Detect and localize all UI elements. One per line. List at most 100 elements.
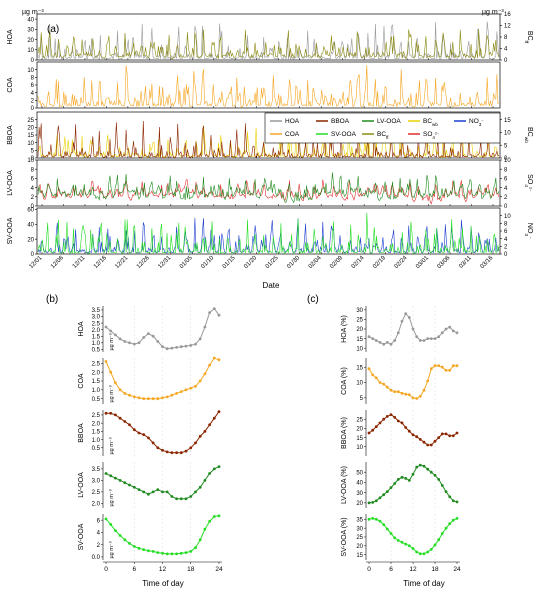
point-lv-ooa [415, 465, 419, 469]
y-tick-label: 15 [356, 436, 363, 442]
series-so4 [37, 179, 500, 205]
point-bboa [212, 416, 216, 420]
point-coa [371, 373, 375, 377]
date-tick-label: 01/05 [179, 255, 194, 270]
point-lv-ooa [367, 501, 371, 505]
point-lv-ooa [426, 467, 430, 471]
x-tick-label: 12 [409, 566, 417, 573]
point-sv-ooa [142, 548, 146, 551]
y-tick-label: 0.5 [92, 348, 101, 354]
left-tick-label: 10 [27, 158, 34, 164]
point-sv-ooa [161, 551, 164, 555]
point-sv-ooa [156, 551, 160, 554]
point-hoa [385, 341, 389, 344]
y-tick-label: 2.5 [92, 490, 101, 496]
point-bboa [151, 441, 155, 445]
y-tick-label: 25 [356, 417, 363, 423]
date-tick-label: 02/09 [329, 255, 344, 270]
y-tick-label: 2.0 [92, 328, 101, 334]
point-sv-ooa [422, 552, 426, 556]
point-hoa [393, 339, 397, 342]
point-hoa [179, 345, 183, 349]
date-tick-label: 03/01 [415, 255, 430, 270]
point-bboa [109, 411, 113, 415]
point-sv-ooa [429, 548, 433, 551]
point-bboa [175, 451, 179, 455]
point-sv-ooa [448, 522, 452, 526]
point-hoa [132, 342, 136, 346]
point-hoa [455, 331, 459, 335]
left-tick-label: 6 [31, 83, 35, 89]
point-hoa [175, 346, 179, 349]
left-tick-label: 2 [31, 99, 35, 105]
left-tick-label: 10 [27, 48, 34, 54]
diurnal-coa: 0.5 1.0 1.5 2.0 2.5 COA µg m⁻³ [78, 356, 221, 404]
point-hoa [212, 307, 216, 310]
point-coa [189, 386, 193, 390]
right-tick-label: 6 [504, 177, 508, 183]
left-tick-label: 40 [27, 223, 34, 229]
right-tick-label: 0 [504, 204, 508, 210]
point-coa [378, 381, 382, 384]
y-tick-label: 40 [356, 481, 363, 487]
point-lv-ooa [104, 472, 108, 475]
point-sv-ooa [170, 552, 174, 556]
diurnal-bboa: 0.5 1.0 1.5 2.0 2.5 BBOA µg m⁻³ [78, 410, 221, 456]
point-lv-ooa [142, 490, 146, 494]
y-tick-label: 0.5 [92, 446, 101, 452]
units-label: µg m⁻³ [109, 437, 115, 454]
point-bboa [179, 451, 183, 455]
point-lv-ooa [422, 464, 426, 468]
legend: HOA BBOA LV-OOA BCwb NO3⁻ COA SV-OOA BCff SO4²⁻ [264, 112, 501, 144]
left-tick-label: 10 [27, 68, 34, 74]
point-coa [217, 358, 221, 362]
legend-label-coa: COA [285, 131, 300, 138]
point-hoa [128, 341, 131, 345]
diurnal-coa: 5 10 15 COA (%) [341, 358, 459, 404]
y-label: HOA [78, 321, 85, 337]
series-bc_ff [37, 28, 500, 60]
y-tick-label: 2.0 [92, 370, 101, 376]
point-bboa [208, 423, 212, 427]
point-sv-ooa [440, 532, 444, 535]
series-sv-ooa [37, 212, 500, 255]
point-lv-ooa [378, 496, 382, 500]
legend-label-so4: SO4²⁻ [423, 131, 440, 140]
point-sv-ooa [217, 514, 221, 518]
point-sv-ooa [367, 517, 371, 521]
point-coa [198, 379, 202, 383]
point-lv-ooa [437, 478, 441, 481]
point-coa [367, 367, 371, 371]
point-lv-ooa [371, 501, 375, 504]
units-label: µg m⁻³ [109, 385, 115, 402]
point-sv-ooa [114, 529, 117, 532]
point-bboa [444, 432, 448, 436]
point-bboa [142, 433, 146, 436]
point-coa [123, 392, 127, 395]
point-hoa [451, 329, 455, 333]
y-tick-label: 2.0 [92, 502, 101, 508]
point-bboa [189, 446, 193, 450]
y-tick-label: 1.0 [92, 341, 101, 347]
point-bboa [393, 416, 397, 419]
left-tick-label: 0 [31, 252, 35, 258]
point-coa [393, 390, 397, 394]
y-label: COA (%) [341, 367, 348, 395]
units-label: µg m⁻³ [109, 541, 115, 558]
point-hoa [198, 337, 202, 341]
right-tick-label: 0 [504, 252, 508, 258]
y-tick-label: 4 [97, 531, 101, 537]
legend-label-lv-ooa: LV-OOA [377, 118, 401, 125]
row-frame [36, 13, 501, 61]
point-coa [208, 363, 212, 367]
point-coa [385, 385, 389, 389]
date-tick-label: 12/16 [93, 255, 108, 270]
diurnal-hoa: 10 15 20 25 30 HOA (%) [341, 306, 459, 352]
point-lv-ooa [448, 495, 452, 499]
point-sv-ooa [389, 532, 393, 535]
row-label: HOA [7, 29, 14, 45]
y-tick-label: 2.0 [92, 421, 101, 427]
diurnal-bboa: 10 15 20 25 BBOA (%) [341, 410, 459, 456]
point-bboa [433, 439, 437, 443]
point-sv-ooa [147, 549, 150, 553]
